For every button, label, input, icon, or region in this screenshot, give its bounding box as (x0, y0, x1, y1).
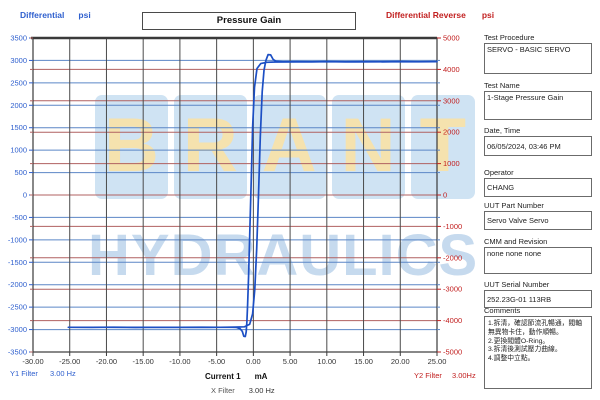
x-tick-label: -10.00 (169, 357, 190, 366)
operator-label: Operator (484, 168, 514, 177)
y2-tick-label: 1000 (443, 159, 460, 168)
cmm-revision-label: CMM and Revision (484, 237, 548, 246)
x-tick-label: -15.00 (133, 357, 154, 366)
test-name-label: Test Name (484, 81, 520, 90)
y1-tick-label: 0 (23, 191, 27, 200)
date-time-label: Date, Time (484, 126, 521, 135)
x-tick-label: -25.00 (59, 357, 80, 366)
uut-part-number-value[interactable]: Servo Valve Servo (484, 211, 592, 230)
field-uut-serial-number: UUT Serial Number 252.23G-01 113RB (484, 280, 592, 308)
y1-axis-unit: psi (78, 10, 91, 20)
test-info-panel: Test Procedure SERVO - BASIC SERVO Test … (484, 0, 594, 400)
y1-tick-label: 500 (14, 168, 27, 177)
field-test-name: Test Name 1-Stage Pressure Gain (484, 81, 592, 120)
date-time-value[interactable]: 06/05/2024, 03:46 PM (484, 136, 592, 156)
y2-filter-value: 3.00Hz (451, 371, 476, 380)
x-tick-label: 5.00 (283, 357, 298, 366)
x-tick-label: -5.00 (208, 357, 225, 366)
test-procedure-label: Test Procedure (484, 33, 535, 42)
cmm-revision-value[interactable]: none none none (484, 247, 592, 274)
y1-axis-title: Differential (20, 10, 65, 20)
x-tick-label: 15.00 (354, 357, 373, 366)
y1-tick-label: 2500 (10, 78, 27, 87)
x-tick-label: -20.00 (96, 357, 117, 366)
y2-tick-label: -3000 (443, 285, 462, 294)
field-cmm-revision: CMM and Revision none none none (484, 237, 592, 274)
uut-serial-number-label: UUT Serial Number (484, 280, 550, 289)
field-test-procedure: Test Procedure SERVO - BASIC SERVO (484, 33, 592, 74)
x-axis-unit: mA (254, 372, 268, 381)
field-date-time: Date, Time 06/05/2024, 03:46 PM (484, 126, 592, 156)
field-uut-part-number: UUT Part Number Servo Valve Servo (484, 201, 592, 230)
y2-tick-label: 5000 (443, 34, 460, 43)
y1-tick-label: -500 (12, 213, 27, 222)
x-filter-value: 3.00 Hz (248, 386, 275, 395)
y1-tick-label: -2500 (8, 303, 27, 312)
y2-tick-label: 2000 (443, 128, 460, 137)
y1-tick-label: -1000 (8, 235, 27, 244)
comments-label: Comments (484, 306, 521, 315)
field-comments: Comments 1.拆清，確認節流孔暢通，閥軸無異物卡住，動作順暢。 2.更換… (484, 306, 592, 389)
operator-value[interactable]: CHANG (484, 178, 592, 197)
field-operator: Operator CHANG (484, 168, 592, 197)
y2-filter-label: Y2 Filter (414, 371, 442, 380)
x-filter-readout: X Filter 3.00 Hz (211, 386, 275, 395)
y1-tick-label: 1000 (10, 146, 27, 155)
y1-tick-label: 3500 (10, 34, 27, 43)
y2-tick-label: -2000 (443, 253, 462, 262)
y1-tick-label: -3500 (8, 348, 27, 357)
chart-title-box: Pressure Gain (142, 12, 356, 30)
x-tick-label: 10.00 (317, 357, 336, 366)
uut-serial-number-value[interactable]: 252.23G-01 113RB (484, 290, 592, 308)
x-tick-label: 25.00 (428, 357, 447, 366)
chart-title: Pressure Gain (216, 15, 282, 26)
y1-tick-label: -3000 (8, 325, 27, 334)
y2-tick-label: -5000 (443, 348, 462, 357)
pressure-gain-curve (67, 53, 438, 338)
x-axis-title: Current 1 mA (205, 372, 267, 381)
y2-axis-unit: psi (481, 10, 495, 20)
y2-tick-label: 4000 (443, 65, 460, 74)
x-tick-label: 20.00 (391, 357, 410, 366)
y1-tick-label: 3000 (10, 56, 27, 65)
y2-tick-label: 3000 (443, 96, 460, 105)
y1-tick-label: 1500 (10, 123, 27, 132)
uut-part-number-label: UUT Part Number (484, 201, 544, 210)
y1-tick-label: -2000 (8, 280, 27, 289)
x-tick-label: -30.00 (22, 357, 43, 366)
y1-tick-label: -1500 (8, 258, 27, 267)
y1-filter-label: Y1 Filter (10, 369, 38, 378)
test-name-value[interactable]: 1-Stage Pressure Gain (484, 91, 592, 120)
x-tick-label: 0.00 (246, 357, 261, 366)
y1-axis-header: Differential psi (20, 10, 91, 20)
y1-filter-value: 3.00 Hz (49, 369, 76, 378)
x-axis-label: Current 1 (205, 372, 241, 381)
y2-tick-label: -1000 (443, 222, 462, 231)
test-procedure-value[interactable]: SERVO - BASIC SERVO (484, 43, 592, 74)
comments-value[interactable]: 1.拆清，確認節流孔暢通，閥軸無異物卡住，動作順暢。 2.更換閥體O-Ring。… (484, 316, 592, 389)
y2-axis-header: Differential Reverse psi (386, 10, 494, 20)
y2-tick-label: 0 (443, 191, 447, 200)
y2-tick-label: -4000 (443, 316, 462, 325)
y1-tick-label: 2000 (10, 101, 27, 110)
y2-filter-readout: Y2 Filter 3.00Hz (414, 371, 476, 380)
y1-filter-readout: Y1 Filter 3.00 Hz (10, 369, 76, 378)
x-filter-label: X Filter (211, 386, 235, 395)
y2-axis-title: Differential Reverse (386, 10, 466, 20)
